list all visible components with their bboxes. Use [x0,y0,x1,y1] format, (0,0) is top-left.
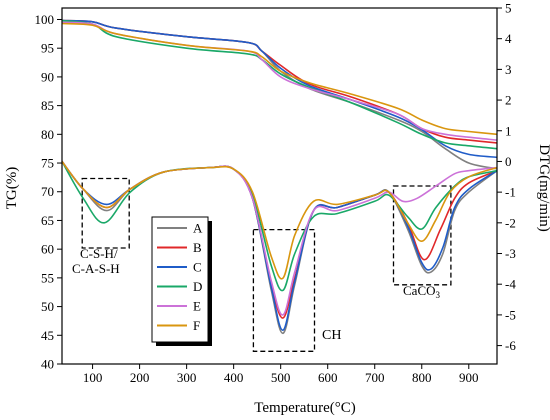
y-right-axis-title: DTG(mg/min) [536,144,550,232]
y-right-tick-label: 5 [505,1,512,16]
box-annotations [81,177,452,352]
x-tick-label: 200 [130,370,150,385]
tg-curve-c [61,19,498,159]
y-right-tick-label: 3 [505,62,512,77]
y-left-axis-title: TG(%) [4,167,20,209]
x-tick-label: 800 [412,370,432,385]
caco3-box [392,185,452,286]
legend-label-e: E [193,299,201,314]
ch-box [252,228,316,352]
csh-label-line2: C-A-S-H [72,261,120,276]
tg-curve-d [61,19,498,150]
caco3-label-subscript: 3 [436,290,441,300]
y-left-tick-label: 40 [41,357,54,372]
x-tick-label: 100 [83,370,103,385]
dtg-curve-a [61,160,498,335]
legend-label-c: C [193,260,202,275]
legend-label-b: B [193,240,202,255]
x-tick-label: 700 [365,370,385,385]
caco3-label-main: CaCO [403,283,436,298]
legend-label-f: F [193,318,200,333]
y-left-tick-label: 45 [41,328,54,343]
y-left-tick-label: 80 [41,127,54,142]
y-left-tick-label: 85 [41,98,54,113]
y-left-tick-label: 70 [41,184,54,199]
legend-label-a: A [193,221,203,236]
csh-label-line1: C-S-H/ [80,246,118,261]
x-tick-label: 500 [271,370,291,385]
y-left-tick-label: 90 [41,69,54,84]
series-layer [61,19,498,335]
csh-box [81,177,130,249]
y-right-tick-label: 4 [505,31,512,46]
y-right-tick-label: -5 [505,307,516,322]
x-tick-label: 900 [459,370,479,385]
tg-curve-f [61,22,498,136]
ch-label: CH [322,328,341,343]
y-left-tick-label: 100 [35,12,55,27]
y-left-tick-label: 50 [41,299,54,314]
y-right-tick-label: 1 [505,123,512,138]
caco3-label: CaCO3 [403,283,441,300]
dtg-curve-d [61,161,498,292]
y-left-tick-label: 75 [41,156,54,171]
y-right-tick-label: -3 [505,246,516,261]
y-left-tick-label: 55 [41,270,54,285]
y-right-tick-label: -6 [505,338,516,353]
y-right-tick-label: 0 [505,154,512,169]
x-tick-label: 600 [318,370,338,385]
x-tick-label: 400 [224,370,244,385]
y-right-tick-label: -4 [505,277,516,292]
x-axis-title: Temperature(°C) [254,400,356,416]
y-right-tick-label: -2 [505,215,516,230]
tg-curve-e [61,21,498,141]
tg-curve-a [61,19,498,170]
legend-box [151,216,209,343]
y-right-tick-label: 2 [505,93,512,108]
y-right-tick-label: -1 [505,185,516,200]
axes: 100 200 300 400 500 600 700 800 9004045505560657… [35,1,517,386]
y-left-tick-label: 95 [41,41,54,56]
plot-frame [61,7,498,365]
dtg-curve-f [61,160,498,280]
y-left-tick-label: 65 [41,213,54,228]
y-left-tick-label: 60 [41,242,54,257]
x-tick-label: 300 [177,370,197,385]
dtg-curve-c [61,160,498,332]
legend-label-d: D [193,279,202,294]
